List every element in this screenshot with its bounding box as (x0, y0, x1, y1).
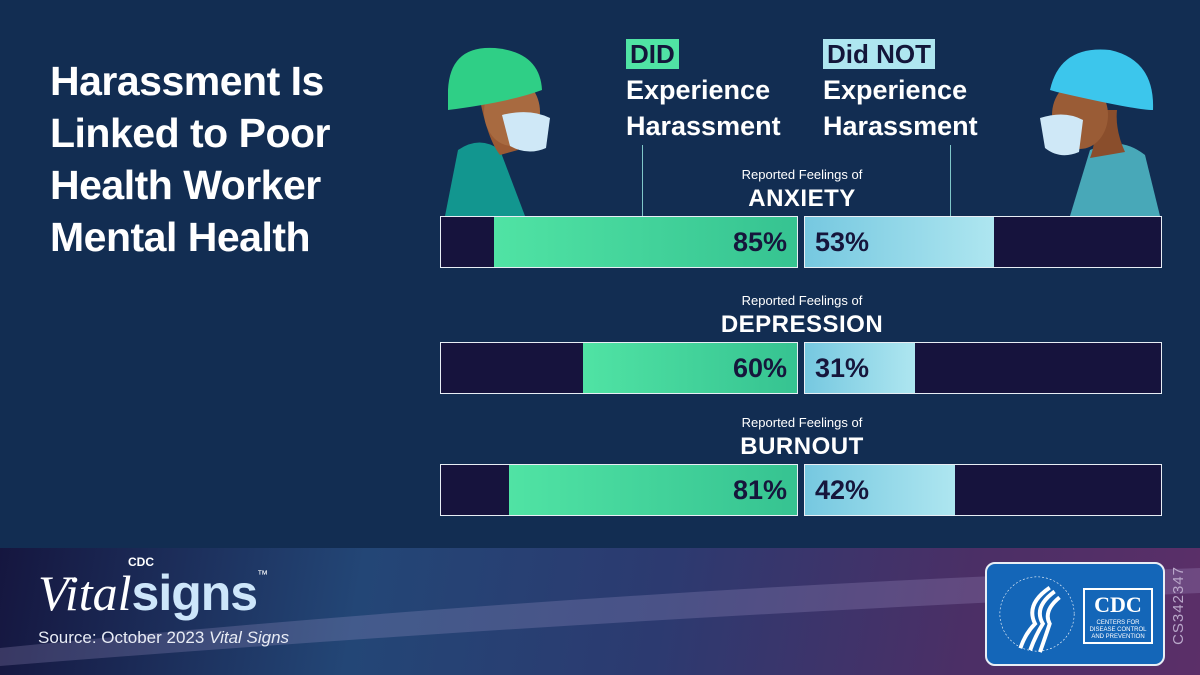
data-label-did: 60% (732, 353, 787, 383)
logo-vital: Vital (38, 565, 132, 621)
legend-did-not-tag: Did NOT (823, 39, 935, 69)
category-prefix: Reported Feelings of (741, 415, 863, 430)
bar-track-did: 81% (440, 464, 798, 516)
publication-code: CS342347 (1170, 566, 1187, 645)
legend-did-not-line2: Harassment (823, 111, 978, 141)
bar-did-not (805, 343, 916, 393)
bar-did-not (805, 465, 955, 515)
legend-did-not: Did NOT Experience Harassment (823, 36, 978, 144)
nurse-did-illustration (445, 47, 550, 216)
logo-cdc: CDC (128, 555, 154, 569)
bar-track-did: 60% (440, 342, 798, 394)
source-prefix: Source: October 2023 (38, 628, 210, 647)
hhs-eagle-icon (999, 576, 1075, 653)
data-label-did: 81% (732, 475, 787, 505)
legend-did-connector (642, 145, 643, 219)
bar-track-did-not: 31% (804, 342, 1162, 394)
bar-track-did-not: 53% (804, 216, 1162, 268)
source-italic: Vital Signs (209, 628, 290, 647)
data-label-did-not: 53% (815, 227, 870, 257)
category-label: BURNOUT (740, 433, 864, 460)
hhs-cdc-badge: CDC CENTERS FOR DISEASE CONTROL AND PREV… (985, 562, 1165, 666)
page-title: Harassment Is Linked to Poor Health Work… (50, 58, 331, 260)
logo-tm: ™ (257, 569, 269, 581)
data-label-did: 85% (732, 227, 787, 257)
footer: CDC Vitalsigns™ Source: October 2023 Vit… (0, 548, 1200, 675)
category-prefix: Reported Feelings of (741, 293, 863, 308)
cdc-logo-text: CDC (1094, 592, 1142, 617)
legend-did-line1: Experience (626, 75, 771, 105)
legend-did-not-connector (950, 145, 951, 219)
vital-signs-logo: CDC Vitalsigns™ (38, 556, 269, 618)
legend-did-not-line1: Experience (823, 75, 968, 105)
legend-did-tag: DID (626, 39, 679, 69)
legend-did: DID Experience Harassment (626, 36, 781, 144)
bar-track-did: 85% (440, 216, 798, 268)
source-text: Source: October 2023 Vital Signs (38, 628, 289, 648)
bar-track-did-not: 42% (804, 464, 1162, 516)
nurse-did-not-illustration (1040, 49, 1160, 216)
category-label: ANXIETY (748, 185, 856, 212)
footer-swoosh (0, 568, 1200, 666)
cdc-logo-subtext: CENTERS FOR DISEASE CONTROL AND PREVENTI… (1089, 620, 1147, 640)
data-label-did-not: 31% (815, 353, 870, 383)
data-label-did-not: 42% (815, 475, 870, 505)
category-prefix: Reported Feelings of (741, 167, 863, 182)
bar-did (583, 343, 797, 393)
logo-signs: signs (131, 565, 259, 621)
legend-did-line2: Harassment (626, 111, 781, 141)
bar-did (508, 465, 797, 515)
category-label: DEPRESSION (720, 311, 884, 338)
bar-did (494, 217, 797, 267)
bar-did-not (805, 217, 994, 267)
cdc-logo: CDC CENTERS FOR DISEASE CONTROL AND PREV… (1083, 588, 1153, 644)
